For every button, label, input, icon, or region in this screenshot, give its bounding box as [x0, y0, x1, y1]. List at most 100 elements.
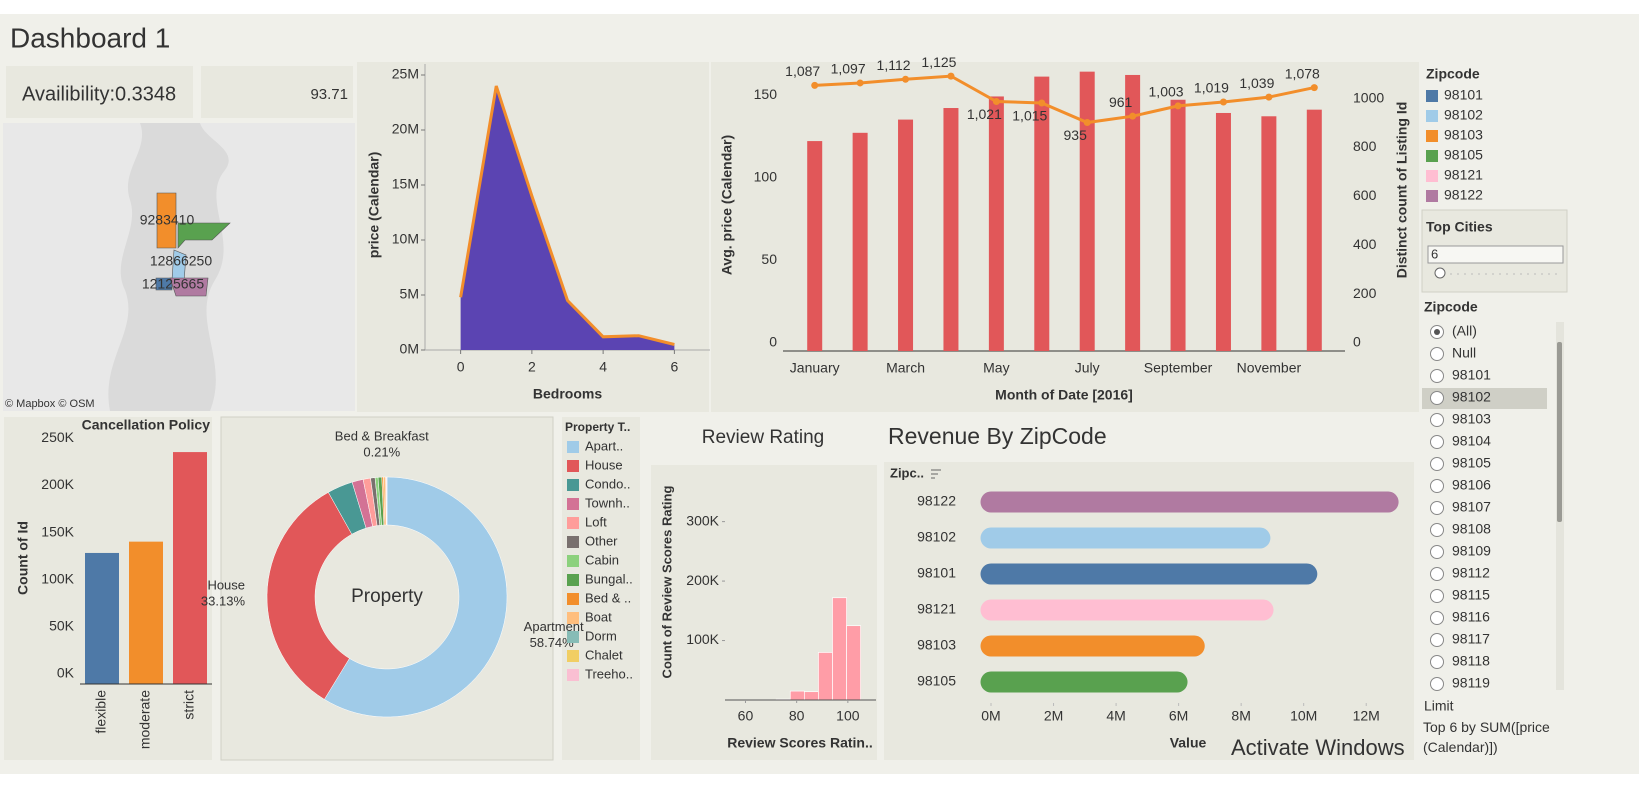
x-tick-label: 0M — [981, 708, 1000, 724]
radio[interactable] — [1430, 369, 1444, 383]
radio-label[interactable]: 98101 — [1452, 367, 1491, 383]
slice-value-label: 58.74% — [530, 635, 575, 650]
data-label: 1,019 — [1194, 80, 1229, 96]
legend-swatch — [567, 479, 579, 491]
radio[interactable] — [1430, 413, 1444, 427]
radio[interactable] — [1430, 391, 1444, 405]
x-tick-label: 10M — [1290, 708, 1317, 724]
y-axis-title: price (Calendar) — [366, 152, 382, 259]
legend-swatch — [1426, 90, 1438, 102]
legend-swatch — [1426, 190, 1438, 202]
radio-label[interactable]: 98104 — [1452, 433, 1491, 449]
y2-tick-label: 800 — [1353, 138, 1377, 154]
radio[interactable] — [1430, 589, 1444, 603]
x-tick-label: 2M — [1044, 708, 1063, 724]
map-region — [156, 192, 177, 249]
map-land — [3, 123, 143, 411]
bar — [1034, 76, 1050, 352]
legend-label: Townh.. — [585, 495, 630, 510]
limit-text: Top 6 by SUM([price (Calendar)]) — [1423, 719, 1550, 755]
y2-tick-label: 200 — [1353, 285, 1377, 301]
x-tick-label: 12M — [1353, 708, 1380, 724]
slice-label: Bed & Breakfast — [335, 429, 429, 444]
legend-label: Condo.. — [585, 476, 631, 491]
dashboard-title: Dashboard 1 — [10, 22, 170, 53]
radio-label[interactable]: 98108 — [1452, 521, 1491, 537]
legend-label: 98103 — [1444, 127, 1483, 143]
bar — [1261, 116, 1277, 352]
scroll-thumb[interactable] — [1557, 342, 1562, 522]
radio-label[interactable]: 98115 — [1452, 587, 1490, 603]
radio[interactable] — [1430, 435, 1444, 449]
radio-label[interactable]: 98112 — [1452, 565, 1490, 581]
bar — [1306, 109, 1322, 351]
x-tick-label: 6 — [670, 359, 678, 375]
radio-label[interactable]: 98118 — [1452, 653, 1490, 669]
filter-input[interactable] — [1427, 245, 1564, 264]
sort-icon[interactable] — [931, 469, 941, 479]
center-label: Property — [351, 586, 423, 607]
x-tick-label: 80 — [789, 708, 805, 724]
radio[interactable] — [1430, 677, 1444, 691]
legend-swatch — [567, 517, 579, 529]
radio-label[interactable]: 98102 — [1452, 389, 1491, 405]
legend-label: Cabin — [585, 552, 619, 567]
kpi-value: 93.71 — [310, 86, 348, 103]
filter-value[interactable]: 6 — [1431, 246, 1438, 261]
radio[interactable] — [1430, 545, 1444, 559]
y-tick-label: 0K — [57, 665, 75, 681]
legend-label: Bed & .. — [585, 590, 631, 605]
legend-swatch — [567, 555, 579, 567]
y-tick-label: 150 — [754, 86, 778, 102]
radio[interactable] — [1430, 523, 1444, 537]
radio-dot — [1434, 329, 1440, 335]
map-region — [169, 277, 209, 297]
y-tick-label: 100 — [754, 168, 778, 184]
radio-label[interactable]: 98119 — [1452, 675, 1490, 691]
radio-label[interactable]: Null — [1452, 345, 1476, 361]
panel — [711, 62, 1419, 412]
bar — [943, 108, 959, 352]
data-label: 1,003 — [1149, 84, 1184, 100]
radio[interactable] — [1430, 611, 1444, 625]
y-tick-label: 250K — [41, 429, 74, 445]
data-label: 1,039 — [1239, 75, 1274, 91]
legend-label: 98101 — [1444, 87, 1483, 103]
line-point — [811, 81, 819, 89]
radio-label[interactable]: 98109 — [1452, 543, 1491, 559]
panel — [562, 417, 640, 760]
y-tick-label: 0 — [769, 334, 777, 350]
radio-label[interactable]: (All) — [1452, 323, 1477, 339]
radio[interactable] — [1430, 479, 1444, 493]
radio-label[interactable]: 98117 — [1452, 631, 1490, 647]
y-tick-label: 200K — [41, 476, 74, 492]
x-tick-label: September — [1144, 360, 1213, 376]
radio[interactable] — [1430, 633, 1444, 647]
radio-label[interactable]: 98107 — [1452, 499, 1491, 515]
data-label: 1,015 — [1012, 108, 1047, 124]
slice-value-label: 0.21% — [363, 445, 400, 460]
pie-slice — [324, 476, 508, 718]
histogram-bar — [789, 690, 805, 701]
radio[interactable] — [1430, 347, 1444, 361]
x-axis-title: Review Scores Ratin.. — [727, 735, 873, 751]
radio-label[interactable]: 98106 — [1452, 477, 1491, 493]
radio-label[interactable]: 98105 — [1452, 455, 1491, 471]
x-axis-title: Bedrooms — [533, 386, 602, 402]
chart-title: Review Rating — [702, 427, 825, 448]
radio-label[interactable]: 98116 — [1452, 609, 1490, 625]
radio-label[interactable]: 98103 — [1452, 411, 1491, 427]
legend-swatch — [1426, 150, 1438, 162]
radio[interactable] — [1430, 655, 1444, 669]
line-point — [1083, 119, 1091, 127]
slider-handle[interactable] — [1434, 267, 1446, 279]
legend-label: Dorm — [585, 628, 617, 643]
radio[interactable] — [1430, 501, 1444, 515]
legend-label: Boat — [585, 609, 612, 624]
filter-title: Zipcode — [1424, 299, 1478, 315]
radio[interactable] — [1430, 457, 1444, 471]
radio[interactable] — [1430, 567, 1444, 581]
line-point — [902, 75, 910, 83]
